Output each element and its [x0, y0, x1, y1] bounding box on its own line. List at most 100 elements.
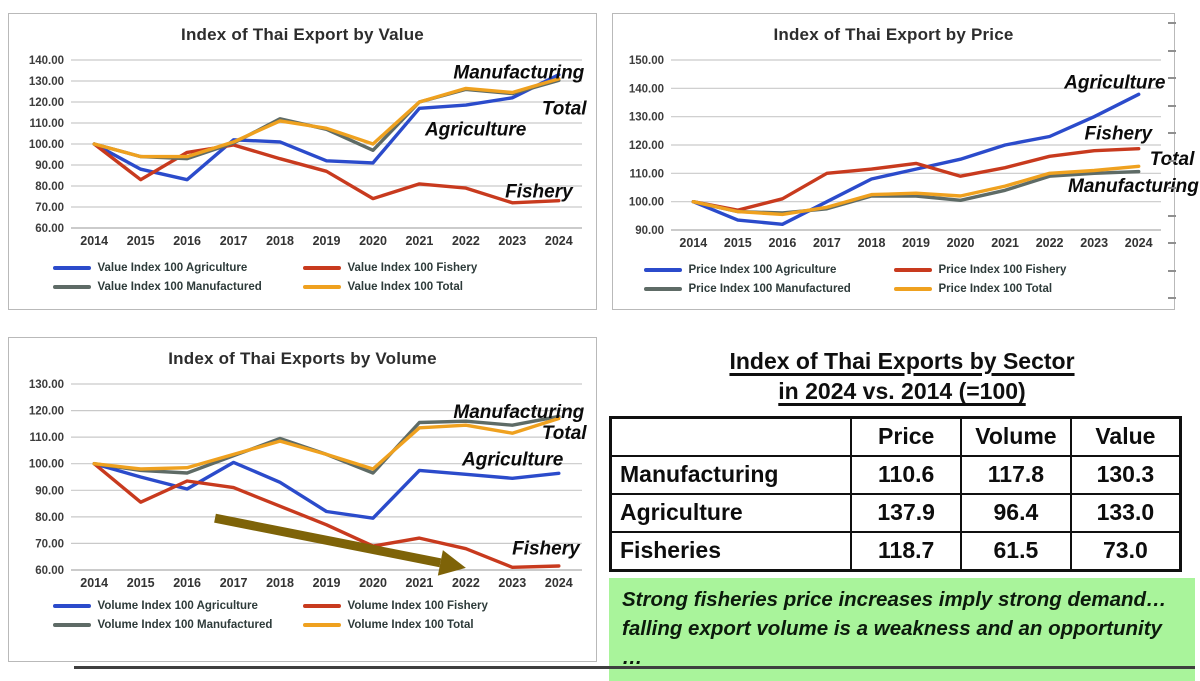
axis-tick: [1168, 242, 1176, 244]
svg-text:2024: 2024: [1125, 236, 1153, 250]
row-label: Fisheries: [609, 530, 853, 572]
series-annotation: Agriculture: [424, 119, 527, 140]
svg-text:140.00: 140.00: [629, 83, 664, 95]
legend-label: Price Index 100 Fishery: [938, 264, 1067, 276]
table-cell: 118.7: [850, 530, 963, 572]
table-header-volume: Volume: [960, 416, 1072, 457]
svg-text:90.00: 90.00: [635, 225, 664, 237]
volume-chart-svg: 60.00 70.00 80.00 90.00 100.00 110.00 120.00 13…: [29, 379, 588, 590]
series-annotation: Agriculture: [461, 450, 564, 471]
svg-text:130.00: 130.00: [29, 76, 64, 88]
svg-text:2016: 2016: [768, 236, 796, 250]
price-chart-svg: 90.00 100.00 110.00 120.00 130.00 140.00 150.0…: [629, 55, 1199, 250]
legend-swatch: [893, 268, 932, 272]
svg-text:2022: 2022: [452, 234, 480, 248]
svg-text:150.00: 150.00: [629, 55, 664, 67]
legend-swatch: [643, 268, 682, 272]
svg-text:2018: 2018: [266, 234, 294, 248]
svg-text:60.00: 60.00: [35, 223, 64, 235]
trend-arrow: [437, 550, 466, 576]
value-chart-panel: Index of Thai Export by Value 60.00 70.00…: [8, 13, 597, 310]
axis-tick: [1168, 132, 1176, 134]
svg-text:2020: 2020: [359, 234, 387, 248]
table-row: Fisheries 118.7 61.5 73.0: [609, 530, 1182, 572]
legend-item: Volume Index 100 Fishery: [302, 600, 553, 612]
table-cell: 130.3: [1069, 454, 1182, 495]
svg-text:2019: 2019: [313, 234, 341, 248]
svg-text:60.00: 60.00: [35, 565, 64, 577]
axis-tick: [1168, 77, 1176, 79]
axis-tick: [1168, 22, 1176, 24]
table-cell: 96.4: [960, 492, 1072, 533]
svg-text:2016: 2016: [173, 576, 201, 590]
svg-text:2022: 2022: [1036, 236, 1064, 250]
axis-tick: [1168, 214, 1176, 217]
legend-label: Value Index 100 Manufactured: [97, 281, 262, 293]
sector-table: Price Volume Value Manufacturing 110.6 117.8 1…: [609, 415, 1182, 572]
svg-text:2017: 2017: [220, 576, 248, 590]
insight-note: Strong fisheries price increases imply s…: [609, 577, 1195, 681]
legend-swatch: [302, 266, 341, 270]
sector-title: Index of Thai Exports by Sector in 2024 …: [609, 346, 1195, 407]
legend-label: Price Index 100 Manufactured: [688, 283, 851, 295]
legend-swatch: [52, 266, 91, 270]
svg-text:2019: 2019: [313, 576, 341, 590]
legend-swatch: [52, 285, 91, 289]
svg-text:2024: 2024: [545, 234, 573, 248]
legend-swatch: [52, 604, 91, 608]
table-cell: 61.5: [960, 530, 1072, 572]
legend-swatch: [52, 623, 91, 627]
svg-text:2014: 2014: [80, 234, 108, 248]
price-chart-title: Index of Thai Export by Price: [773, 25, 1014, 44]
price-chart-legend: Price Index 100 Agriculture Price Index 1…: [613, 264, 1174, 295]
legend-label: Volume Index 100 Manufactured: [97, 619, 273, 631]
svg-text:90.00: 90.00: [35, 485, 64, 497]
svg-text:2017: 2017: [220, 234, 248, 248]
table-cell: 133.0: [1069, 492, 1182, 533]
series-annotation: Total: [542, 98, 587, 119]
legend-item: Value Index 100 Total: [302, 281, 553, 293]
legend-item: Price Index 100 Total: [893, 283, 1144, 295]
axis-tick: [1168, 187, 1176, 189]
row-label: Manufacturing: [609, 454, 853, 495]
svg-text:100.00: 100.00: [29, 459, 64, 471]
axis-tick: [1168, 104, 1176, 107]
legend-swatch: [893, 287, 932, 291]
price-chart-panel: Index of Thai Export by Price 90.00 100.0…: [612, 13, 1199, 310]
volume-chart-legend: Volume Index 100 Agriculture Volume Index…: [9, 600, 596, 631]
legend-item: Volume Index 100 Agriculture: [52, 600, 303, 612]
value-chart-svg: 60.00 70.00 80.00 90.00 100.00 110.00 120.00 13…: [29, 55, 588, 248]
series-annotation: Total: [542, 423, 587, 444]
volume-chart-plot: 60.00 70.00 80.00 90.00 100.00 110.00 120.00 13…: [13, 372, 592, 596]
legend-label: Value Index 100 Fishery: [347, 262, 478, 274]
svg-text:140.00: 140.00: [29, 55, 64, 67]
svg-text:110.00: 110.00: [29, 432, 64, 444]
svg-text:2015: 2015: [127, 234, 155, 248]
legend-item: Value Index 100 Manufactured: [52, 281, 303, 293]
svg-text:70.00: 70.00: [35, 538, 64, 550]
svg-text:2021: 2021: [991, 236, 1019, 250]
table-row: Agriculture 137.9 96.4 133.0: [609, 492, 1182, 533]
volume-chart-panel: Index of Thai Exports by Volume 60.00 70.…: [8, 337, 597, 662]
svg-text:2024: 2024: [545, 576, 573, 590]
svg-text:2017: 2017: [813, 236, 841, 250]
svg-text:2023: 2023: [498, 576, 526, 590]
legend-label: Value Index 100 Agriculture: [97, 262, 248, 274]
svg-text:90.00: 90.00: [35, 160, 64, 172]
legend-swatch: [302, 623, 341, 627]
legend-item: Price Index 100 Fishery: [893, 264, 1144, 276]
table-cell: 73.0: [1069, 530, 1182, 572]
table-cell: 117.8: [960, 454, 1072, 495]
svg-text:2014: 2014: [80, 576, 108, 590]
svg-text:2018: 2018: [858, 236, 886, 250]
legend-item: Volume Index 100 Total: [302, 619, 553, 631]
price-chart-plot: 90.00 100.00 110.00 120.00 130.00 140.00 150.0…: [616, 48, 1199, 254]
series-annotation: Fishery: [505, 181, 574, 202]
svg-text:2016: 2016: [173, 234, 201, 248]
table-row: Manufacturing 110.6 117.8 130.3: [609, 454, 1182, 495]
svg-text:120.00: 120.00: [29, 406, 64, 418]
svg-text:80.00: 80.00: [35, 181, 64, 193]
value-chart-title: Index of Thai Export by Value: [181, 25, 424, 44]
table-cell: 137.9: [850, 492, 963, 533]
svg-text:2015: 2015: [724, 236, 752, 250]
